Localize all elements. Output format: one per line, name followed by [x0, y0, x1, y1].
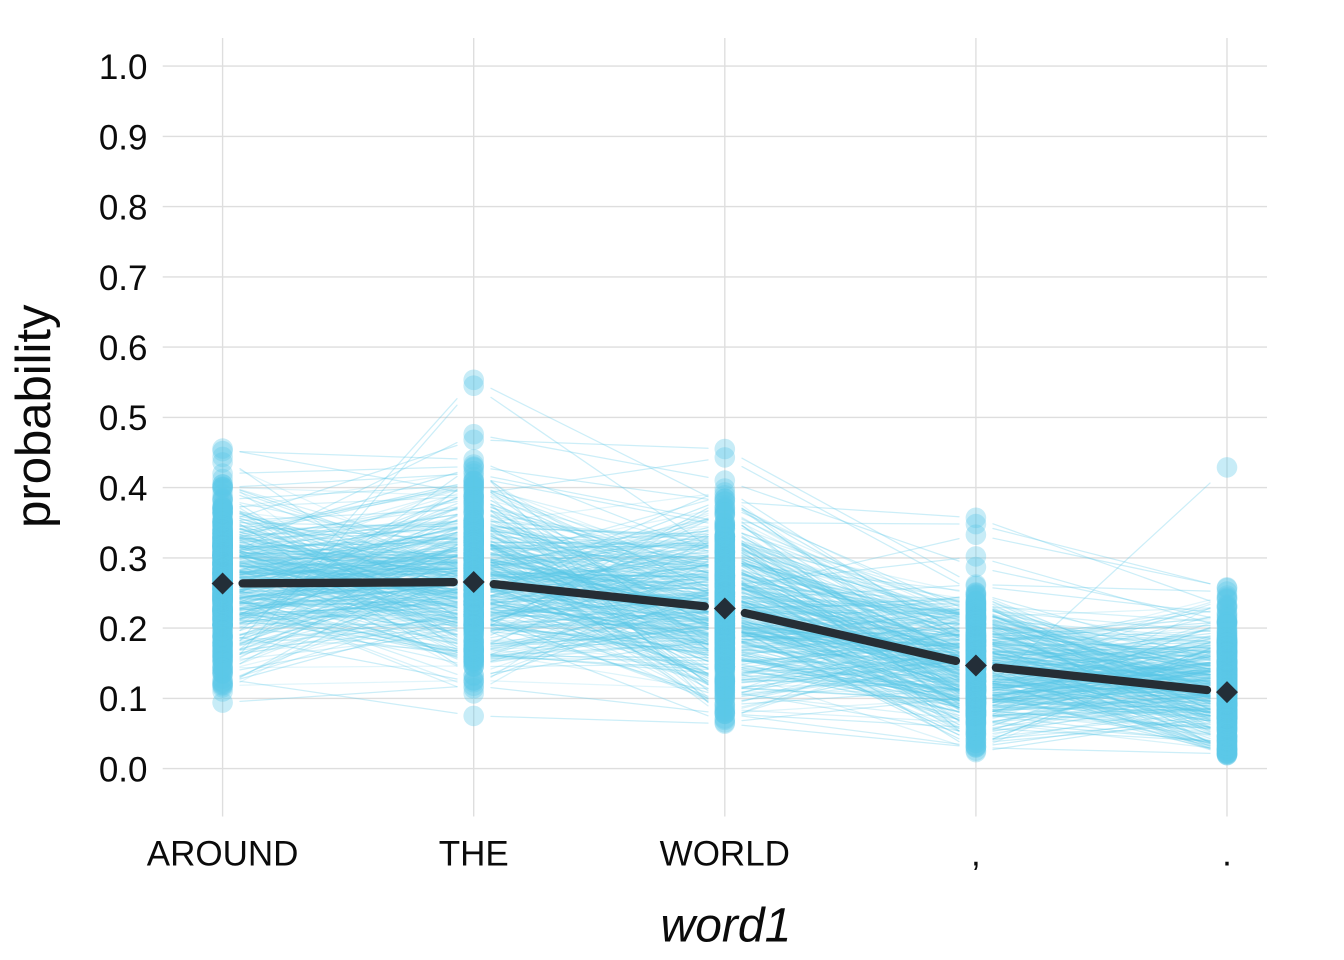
svg-text:.: .: [1222, 835, 1232, 874]
svg-text:word1: word1: [661, 899, 792, 952]
svg-text:0.1: 0.1: [99, 680, 148, 719]
svg-text:,: ,: [971, 835, 981, 874]
svg-text:0.6: 0.6: [99, 329, 148, 368]
svg-text:WORLD: WORLD: [660, 835, 790, 874]
svg-text:THE: THE: [439, 835, 509, 874]
svg-text:0.2: 0.2: [99, 610, 148, 649]
svg-text:0.0: 0.0: [99, 751, 148, 790]
svg-text:0.4: 0.4: [99, 470, 148, 509]
svg-text:0.9: 0.9: [99, 118, 148, 157]
svg-text:1.0: 1.0: [99, 48, 148, 87]
svg-text:0.7: 0.7: [99, 259, 148, 298]
svg-text:0.3: 0.3: [99, 540, 148, 579]
svg-text:probability: probability: [7, 304, 61, 528]
svg-text:0.5: 0.5: [99, 399, 148, 438]
svg-text:0.8: 0.8: [99, 189, 148, 228]
svg-text:AROUND: AROUND: [147, 835, 299, 874]
